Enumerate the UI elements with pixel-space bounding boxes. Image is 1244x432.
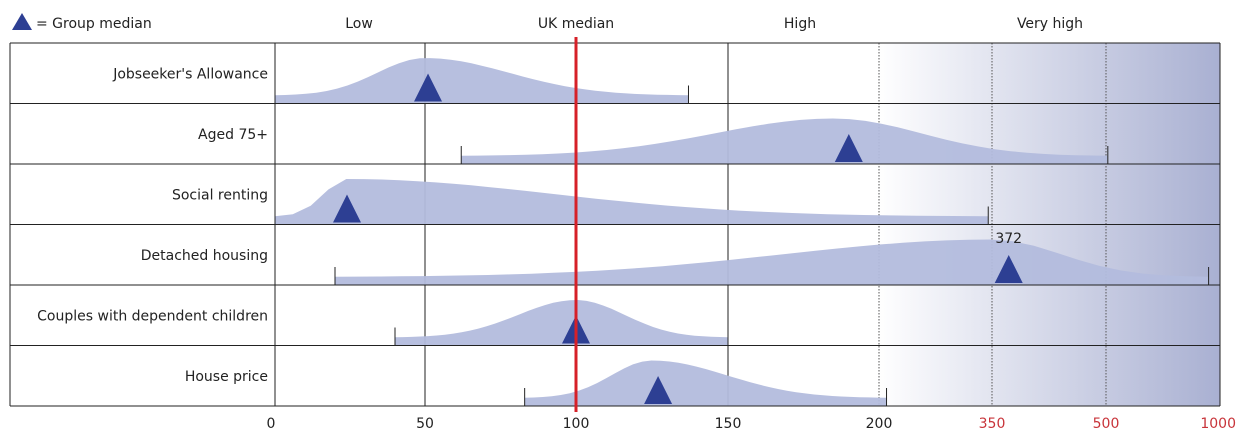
legend-label: = Group median — [36, 16, 152, 32]
median-marker — [644, 376, 673, 404]
distribution-area — [335, 239, 1209, 285]
band-high: High — [784, 16, 816, 32]
median-marker — [994, 255, 1023, 283]
row-label: Aged 75+ — [198, 127, 268, 143]
x-tick-label: 200 — [866, 416, 893, 432]
row-label: Social renting — [172, 187, 268, 203]
row-label: Jobseeker's Allowance — [112, 66, 268, 82]
x-tick-label: 150 — [715, 416, 742, 432]
row-label: House price — [185, 369, 268, 385]
row-label: Couples with dependent children — [37, 308, 268, 324]
median-marker — [333, 194, 361, 223]
row-label: Detached housing — [141, 248, 268, 264]
x-tick-label: 500 — [1093, 416, 1120, 432]
series-row: Jobseeker's Allowance — [112, 58, 689, 104]
median-marker — [414, 73, 443, 102]
series-row: House price — [185, 360, 888, 406]
x-axis-ticks: 0 50 100 150 200 350 500 1000 — [267, 416, 1236, 432]
distribution-area — [275, 58, 689, 104]
x-tick-label: 350 — [979, 416, 1006, 432]
series-row: 372 Detached housing — [141, 231, 1210, 285]
series-row: Social renting — [172, 179, 989, 225]
median-value-label: 372 — [995, 231, 1022, 247]
distribution-area — [461, 118, 1108, 164]
median-marker — [834, 134, 863, 162]
x-tick-label: 50 — [416, 416, 434, 432]
x-tick-label: 100 — [563, 416, 590, 432]
band-uk-median: UK median — [538, 16, 614, 32]
distribution-area — [275, 179, 989, 225]
row-frame — [9, 42, 1221, 407]
x-tick-label: 0 — [267, 416, 276, 432]
x-tick-label: 1000 — [1200, 416, 1236, 432]
band-headers: Low UK median High Very high — [345, 16, 1083, 32]
band-low: Low — [345, 16, 373, 32]
series-row: Aged 75+ — [198, 118, 1109, 164]
legend: = Group median — [12, 13, 152, 32]
distribution-area — [395, 300, 728, 346]
band-very-high: Very high — [1017, 16, 1083, 32]
median-marker-icon — [12, 13, 32, 30]
distribution-area — [524, 360, 887, 406]
series-rows: Jobseeker's Allowance Aged 75+ Social rent… — [37, 58, 1210, 406]
series-row: Couples with dependent children — [37, 300, 729, 346]
